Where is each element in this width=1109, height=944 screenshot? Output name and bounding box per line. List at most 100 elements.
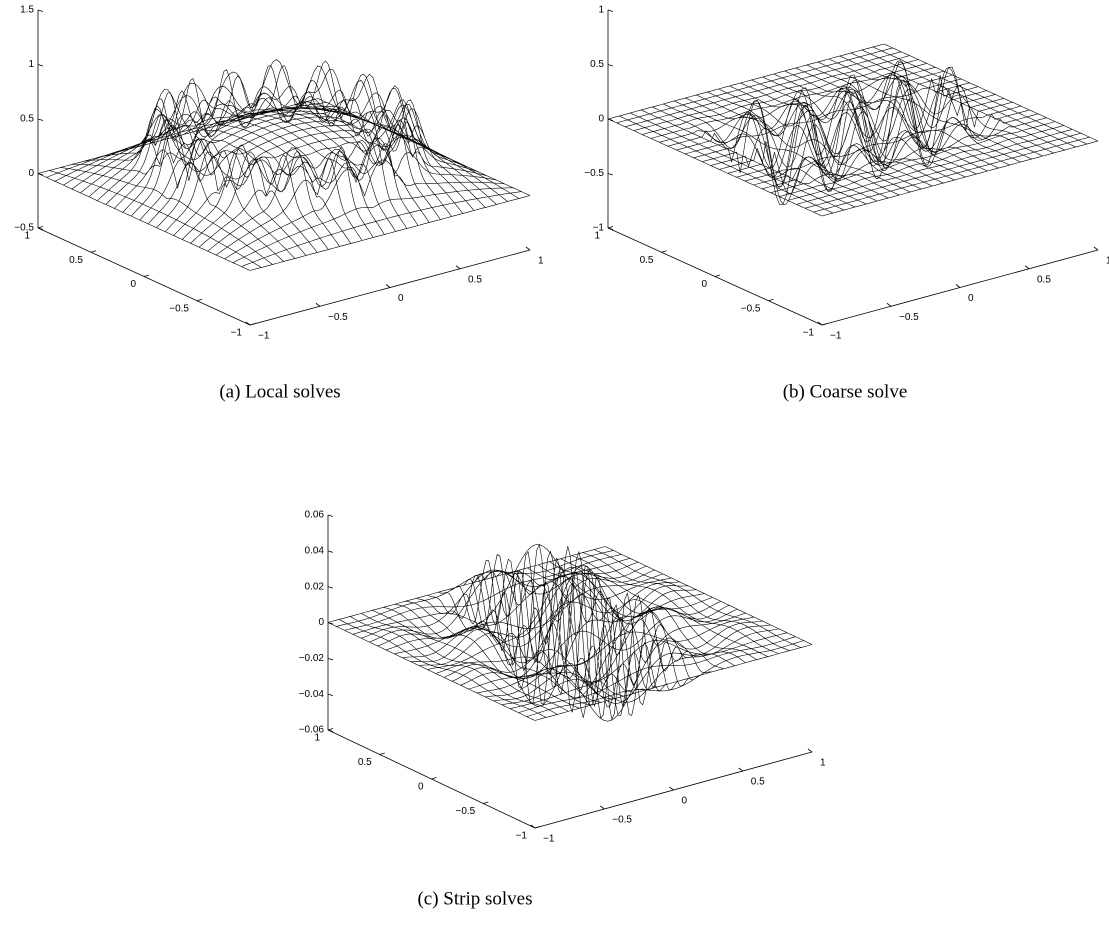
z-tick — [607, 9, 614, 12]
x-tick-label: 0.5 — [751, 777, 765, 788]
z-tick — [37, 118, 44, 121]
z-tick — [327, 550, 334, 553]
x-tick — [807, 748, 813, 753]
z-tick — [327, 693, 334, 697]
y-tick-label: −0.5 — [456, 806, 476, 817]
y-tick-label: 0 — [418, 782, 424, 793]
x-tick — [385, 284, 391, 288]
y-tick-label: −1 — [231, 328, 243, 339]
z-tick-label: −0.04 — [299, 689, 325, 700]
x-tick — [1024, 265, 1030, 270]
z-tick-label: 0.02 — [305, 581, 325, 592]
y-tick — [431, 777, 437, 780]
y-tick — [327, 728, 334, 731]
y-tick-label: 0 — [130, 279, 136, 290]
x-tick — [455, 265, 461, 270]
y-tick-label: 0.5 — [69, 255, 83, 266]
z-tick — [37, 64, 44, 67]
surface-plot: 10.50−0.5−110.50−0.5−1 −1−0.500.51(b) Coa… — [584, 5, 1109, 403]
y-tick-label: −1 — [516, 831, 528, 842]
y-tick — [821, 323, 828, 326]
z-tick-label: 1.5 — [20, 5, 34, 16]
y-tick-label: 1 — [594, 231, 600, 242]
x-tick — [600, 805, 605, 810]
x-tick-label: −1 — [830, 331, 842, 342]
z-tick-label: 0 — [28, 168, 34, 179]
x-tick-label: 0 — [398, 293, 404, 304]
x-tick — [315, 302, 321, 307]
surface-plot: 1.510.50−0.510.50−0.5−1 −1−0.500.51(a) Lo… — [14, 5, 544, 403]
y-tick — [714, 274, 721, 277]
mesh — [327, 543, 813, 722]
z-tick — [37, 9, 44, 12]
x-tick-label: 1 — [538, 256, 544, 267]
y-tick-label: 1 — [24, 231, 30, 242]
z-tick — [327, 657, 334, 661]
y-tick — [607, 226, 614, 229]
y-tick — [483, 801, 489, 804]
z-tick — [37, 227, 44, 230]
z-tick-label: −1 — [593, 223, 605, 234]
y-tick — [661, 250, 667, 253]
x-tick-label: 1 — [820, 758, 826, 769]
z-tick — [327, 514, 334, 517]
z-tick — [327, 729, 334, 732]
z-tick — [607, 173, 614, 176]
z-tick-label: 0 — [318, 617, 324, 628]
z-tick-label: −0.5 — [584, 168, 604, 179]
x-tick — [530, 824, 536, 829]
y-tick — [90, 250, 97, 253]
z-tick-label: −0.5 — [14, 223, 34, 234]
caption: (a) Local solves — [219, 381, 340, 402]
y-tick — [37, 226, 44, 229]
z-tick — [607, 64, 614, 67]
caption: (b) Coarse solve — [783, 381, 908, 402]
mesh — [607, 43, 1099, 217]
z-tick-label: 0.5 — [20, 114, 34, 125]
z-tick-label: 0.04 — [305, 545, 325, 556]
x-tick — [817, 321, 823, 326]
x-tick — [738, 767, 743, 772]
x-tick-label: −1 — [258, 331, 270, 342]
z-tick-label: 0.06 — [305, 510, 325, 521]
y-tick — [768, 298, 774, 302]
y-tick-label: 0.5 — [640, 255, 654, 266]
z-tick-label: 0.5 — [590, 59, 604, 70]
y-tick-label: −0.5 — [741, 303, 761, 314]
x-tick — [245, 321, 251, 326]
z-tick-label: 1 — [598, 5, 604, 16]
y-tick-label: −1 — [803, 328, 815, 339]
x-tick-label: −0.5 — [899, 312, 919, 323]
x-tick-label: 0.5 — [1037, 274, 1051, 285]
x-tick — [669, 786, 674, 791]
x-tick-label: 0 — [968, 293, 974, 304]
surface-plot: 0.060.040.020−0.02−0.04−0.0610.50−0.5−1−… — [299, 510, 826, 910]
y-tick-label: 1 — [314, 733, 320, 744]
z-tick-label: −0.06 — [299, 725, 325, 736]
mesh — [37, 59, 531, 271]
y-tick — [196, 298, 203, 302]
y-tick — [379, 752, 385, 755]
z-tick-label: −0.02 — [299, 653, 325, 664]
x-tick — [525, 246, 531, 251]
x-tick — [1093, 246, 1099, 251]
y-tick-label: −0.5 — [169, 303, 189, 314]
x-tick-label: −0.5 — [328, 312, 348, 323]
z-tick — [607, 227, 614, 230]
x-tick — [955, 284, 961, 288]
x-tick-label: 0 — [682, 796, 688, 807]
x-tick-label: −0.5 — [612, 815, 632, 826]
z-tick — [327, 586, 334, 589]
y-tick-label: 0 — [701, 279, 707, 290]
x-tick-label: 1 — [1106, 256, 1109, 267]
x-tick-label: −1 — [543, 834, 555, 845]
y-tick-label: 0.5 — [358, 757, 372, 768]
x-tick-label: 0.5 — [468, 274, 482, 285]
x-tick — [886, 302, 892, 307]
y-tick — [534, 826, 541, 829]
z-tick-label: 0 — [598, 114, 604, 125]
z-tick-label: 1 — [28, 59, 34, 70]
y-tick — [143, 274, 150, 277]
caption: (c) Strip solves — [417, 888, 532, 909]
